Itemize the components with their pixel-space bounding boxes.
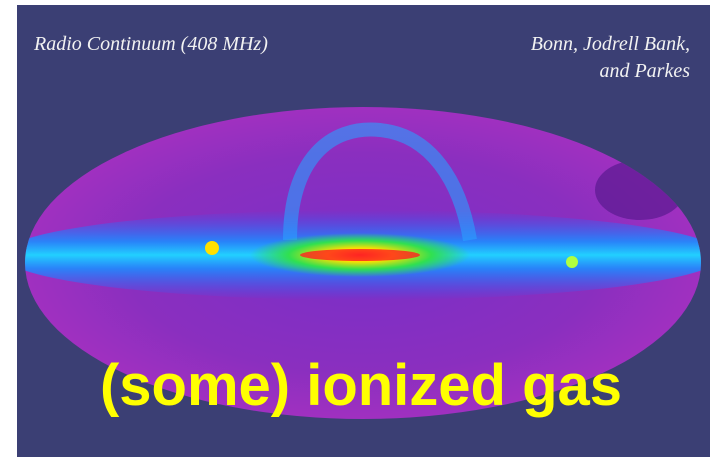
caption-right: Bonn, Jodrell Bank, — [531, 33, 690, 55]
slide: Radio Continuum (408 MHz) Bonn, Jodrell … — [0, 0, 727, 475]
overlay-text: (some) ionized gas — [100, 353, 622, 418]
caption-right: and Parkes — [599, 60, 690, 82]
page: Radio Continuum (408 MHz) Bonn, Jodrell … — [0, 0, 727, 475]
caption-left: Radio Continuum (408 MHz) — [33, 33, 268, 55]
